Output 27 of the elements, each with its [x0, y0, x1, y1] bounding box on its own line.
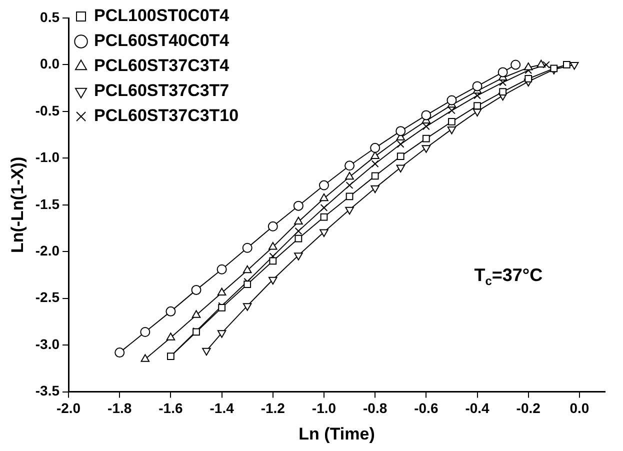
legend-label: PCL60ST37C3T10: [94, 106, 239, 126]
y-tick-label: -3.0: [35, 336, 60, 352]
x-tick-label: -0.6: [414, 400, 438, 416]
y-tick-label: -1.0: [35, 149, 60, 166]
x-tick-label: -0.4: [465, 400, 490, 416]
y-tick-label: -3.5: [35, 382, 60, 399]
y-axis-title: Ln(-Ln(1-X)): [8, 156, 27, 254]
y-tick-label: -2.5: [35, 289, 60, 306]
x-tick-label: -1.0: [312, 400, 336, 416]
legend-label: PCL100ST0C0T4: [94, 6, 230, 26]
y-tick-label: -1.5: [35, 196, 60, 212]
x-tick-label: -1.8: [108, 400, 132, 416]
legend-label: PCL60ST37C3T4: [94, 56, 230, 76]
y-tick-label: -0.5: [35, 102, 60, 118]
x-tick-label: -1.2: [260, 400, 286, 416]
y-tick-label: 0.5: [40, 8, 60, 25]
y-tick-label: 0.0: [40, 56, 60, 72]
legend-label: PCL60ST40C0T4: [94, 31, 230, 50]
y-tick-label: -2.0: [35, 242, 60, 258]
x-tick-label: 0.0: [570, 400, 590, 416]
x-tick-label: -1.6: [158, 400, 183, 416]
x-tick-label: -0.2: [516, 400, 541, 416]
x-tick-label: -2.0: [56, 400, 81, 416]
legend-label: PCL60ST37C3T7: [94, 81, 230, 100]
x-tick-label: -0.8: [363, 400, 388, 416]
x-axis-title: Ln (Time): [298, 424, 375, 444]
x-tick-label: -1.4: [210, 400, 234, 416]
